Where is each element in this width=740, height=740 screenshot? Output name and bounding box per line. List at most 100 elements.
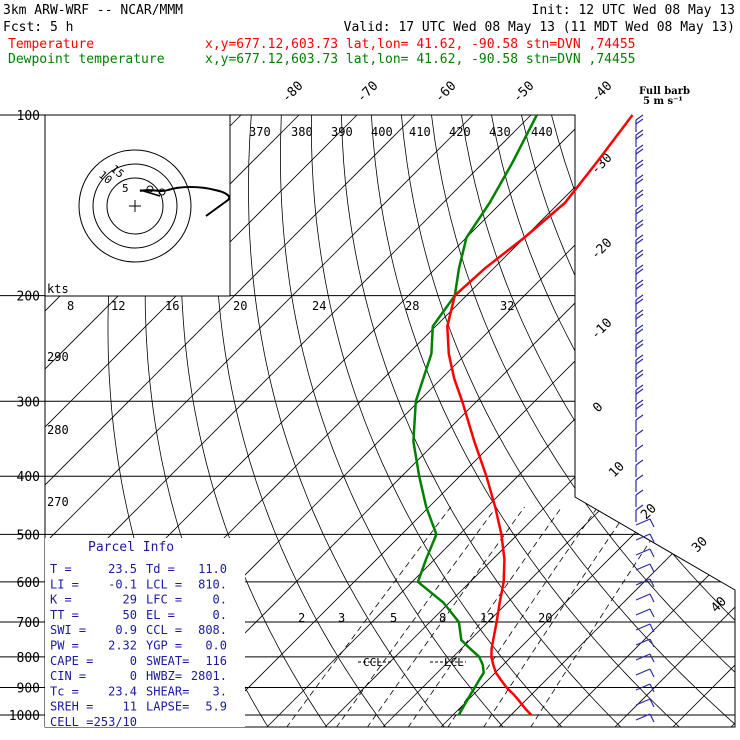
mixing-ratio-label: 8 xyxy=(439,611,446,625)
speed-tick-label: 8 xyxy=(67,299,74,313)
isotherm-label: -70 xyxy=(354,79,381,106)
isotherm-line xyxy=(45,115,416,727)
mixing-ratio-label: 2 xyxy=(298,611,305,625)
dry-adiabat xyxy=(248,115,446,727)
wind-barb xyxy=(635,563,655,573)
parcel-info-title: Parcel Info xyxy=(88,540,174,555)
pressure-label-1000: 1000 xyxy=(9,709,40,724)
theta-label: 380 xyxy=(291,125,313,139)
parcel-value: 0. xyxy=(213,593,227,607)
wind-barb xyxy=(635,683,655,693)
hodograph-ring-10 xyxy=(92,163,178,249)
parcel-value: 808. xyxy=(198,623,227,637)
parcel-row: T = 23.5 Td = 11.0 xyxy=(50,562,227,576)
parcel-row: CAPE = 0 SWEAT= 116 xyxy=(50,654,227,668)
pressure-label-900: 900 xyxy=(17,682,40,697)
pressure-label-700: 700 xyxy=(17,616,40,631)
wind-barb xyxy=(635,518,655,528)
parcel-value: 29 xyxy=(123,593,137,607)
isotherm-label: 30 xyxy=(689,534,711,556)
pressure-label-800: 800 xyxy=(17,651,40,666)
full-barb-units: 5 m s⁻¹ xyxy=(643,96,683,107)
wind-barb xyxy=(635,189,644,207)
wind-barb xyxy=(635,459,644,477)
wind-barb xyxy=(635,354,644,372)
parcel-row: K = 29 LFC = 0. xyxy=(50,593,227,607)
parcel-label: LFC = xyxy=(146,593,182,607)
parcel-row: SREH = 11 LAPSE= 5.9 xyxy=(50,700,227,714)
hodograph-ring-5 xyxy=(106,177,164,235)
hodograph-marker-2 xyxy=(158,188,166,196)
theta-label: 430 xyxy=(489,125,511,139)
pressure-label-100: 100 xyxy=(17,109,40,124)
kts-label: kts xyxy=(47,282,69,296)
parcel-label: PW = xyxy=(50,639,79,653)
isotherm-label: -40 xyxy=(588,79,615,106)
wind-barb xyxy=(635,309,644,327)
pressure-label-500: 500 xyxy=(17,528,40,543)
isotherm-label: -10 xyxy=(588,316,615,343)
parcel-label: SWEAT= xyxy=(146,654,189,668)
temperature-line xyxy=(446,114,634,716)
isotherm-label: -80 xyxy=(279,79,306,106)
mixing-ratio-labels: 2 3 5 8 12 20 xyxy=(298,611,552,625)
parcel-value: 3. xyxy=(213,684,227,698)
isotherm-line xyxy=(440,115,735,727)
dry-adiabat xyxy=(214,115,387,727)
hodograph-trace xyxy=(139,186,230,217)
hodograph-marker-1 xyxy=(146,185,154,193)
wind-barb xyxy=(635,399,644,417)
wind-barb xyxy=(635,668,655,678)
wind-barb xyxy=(635,504,644,522)
pressure-axis-labels: 100 200 300 400 500 600 700 800 900 1000 xyxy=(9,109,40,724)
wind-barb xyxy=(635,264,644,282)
dry-adiabat xyxy=(279,115,505,727)
parcel-row: CELL = 253/10 xyxy=(50,715,137,729)
parcel-row: TT = 50 EL = 0. xyxy=(50,608,227,622)
parcel-value: 253/10 xyxy=(94,715,137,729)
speed-tick-label: 12 xyxy=(111,299,125,313)
model-title: 3km ARW-WRF -- NCAR/MMM xyxy=(3,3,183,18)
theta-label: 410 xyxy=(409,125,431,139)
mixing-ratio-label: 5 xyxy=(390,611,397,625)
speed-tick-label: 20 xyxy=(233,299,247,313)
parcel-value: 5.9 xyxy=(205,700,227,714)
parcel-label: YGP = xyxy=(146,639,182,653)
wind-barb xyxy=(635,593,655,603)
parcel-label: T = xyxy=(50,562,72,576)
dewpoint-line xyxy=(412,114,538,716)
parcel-label: Td = xyxy=(146,562,175,576)
isotherm-label: -50 xyxy=(510,79,537,106)
dry-adiabat xyxy=(701,115,735,727)
wind-barb xyxy=(635,533,655,543)
wind-barb xyxy=(635,698,655,708)
theta-label: 440 xyxy=(531,125,553,139)
isotherm-line xyxy=(266,115,735,727)
forecast-hour: Fcst: 5 h xyxy=(3,20,73,35)
wind-barb xyxy=(635,234,644,252)
parcel-label: K = xyxy=(50,593,72,607)
dry-adiabat xyxy=(581,115,735,727)
isotherm-line xyxy=(498,115,735,727)
wind-barb xyxy=(635,279,644,297)
mixing-ratio-label: 20 xyxy=(538,611,552,625)
wind-barbs xyxy=(635,114,655,723)
pressure-label-200: 200 xyxy=(17,290,40,305)
mixing-ratio-line xyxy=(366,506,525,727)
wind-barb xyxy=(635,548,655,558)
dry-adiabat xyxy=(731,115,735,727)
parcel-value: 116 xyxy=(205,654,227,668)
ccl-label: CCL xyxy=(363,656,383,669)
parcel-label: TT = xyxy=(50,608,79,622)
speed-tick-label: 24 xyxy=(312,299,326,313)
dry-adiabat xyxy=(461,115,735,727)
mixing-ratio-line xyxy=(530,506,674,727)
parcel-label: SREH = xyxy=(50,700,93,714)
speed-tick-label: 16 xyxy=(165,299,179,313)
hodograph-ring-15 xyxy=(78,149,192,263)
theta-label: 270 xyxy=(47,495,69,509)
valid-time: Valid: 17 UTC Wed 08 May 13 (11 MDT Wed … xyxy=(344,20,735,35)
theta-label: 370 xyxy=(249,125,271,139)
isotherm-label: 0 xyxy=(590,400,606,416)
